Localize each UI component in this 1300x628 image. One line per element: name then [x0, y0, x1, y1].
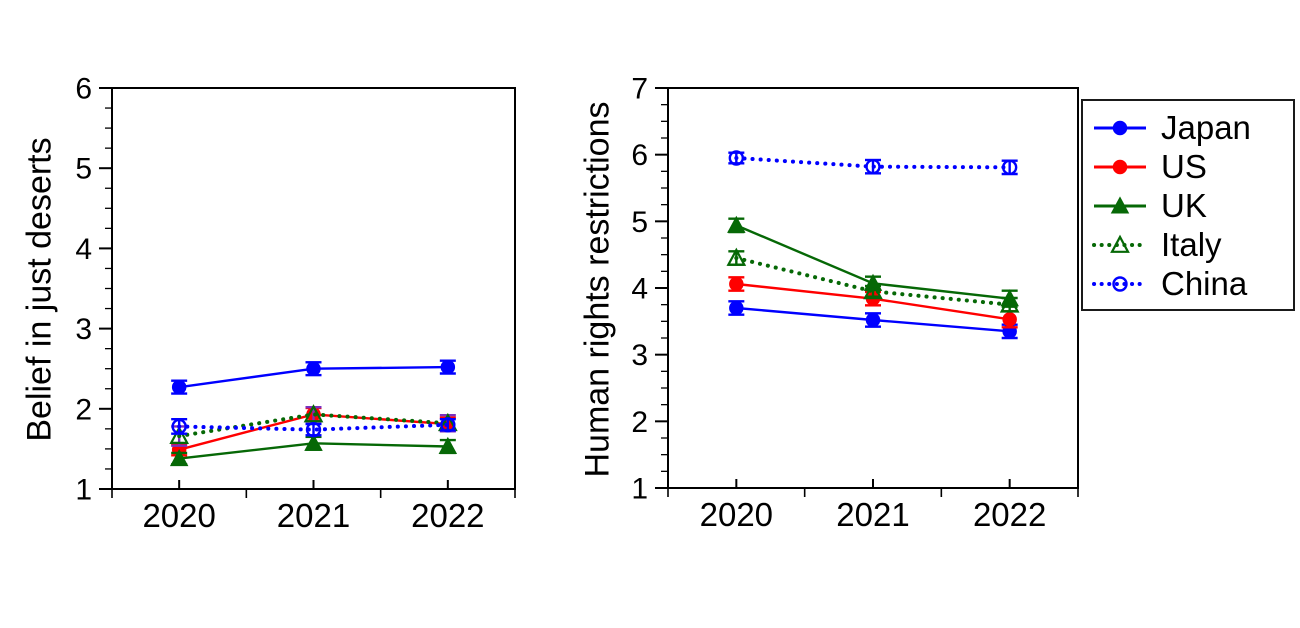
- chart-left: 1 2 3 4 5 6 2020 2021 2022: [75, 73, 516, 534]
- series-line: [177, 412, 450, 439]
- series-italy: [726, 247, 1020, 313]
- x-tick-label: 2020: [700, 496, 773, 533]
- legend-item-italy: Italy: [1083, 225, 1293, 264]
- series-line: [734, 256, 1012, 307]
- data-point-marker: [169, 425, 190, 444]
- data-point-marker: [726, 247, 747, 266]
- data-point-marker: [305, 421, 322, 438]
- y-tick-label: 4: [75, 233, 92, 266]
- y-tick-label: 4: [631, 273, 648, 306]
- y-axis-label-right: Human rights restrictions: [578, 101, 617, 478]
- data-point-marker: [171, 379, 187, 395]
- data-point-marker: [1001, 159, 1018, 176]
- y-tick-label: 6: [75, 73, 92, 106]
- y-tick-label: 2: [631, 406, 648, 439]
- data-point-marker: [727, 215, 746, 233]
- data-point-marker: [729, 276, 744, 292]
- y-tick-label: 6: [631, 139, 648, 172]
- circle-marker-icon: [1112, 120, 1128, 135]
- data-point-marker: [169, 448, 189, 467]
- y-tick-label: 3: [631, 339, 648, 372]
- legend-label: China: [1161, 265, 1248, 302]
- data-point-marker: [438, 436, 458, 455]
- y-tick-label: 1: [75, 474, 92, 507]
- circle-marker-icon: [1112, 159, 1128, 174]
- x-tick-label: 2021: [277, 497, 350, 534]
- data-point-marker: [304, 433, 323, 451]
- y-tick-label: 5: [631, 206, 648, 239]
- legend-item-japan: Japan: [1083, 108, 1293, 147]
- triangle-marker-icon: [1110, 195, 1130, 214]
- legend-sample-japan: [1094, 120, 1146, 135]
- legend-label: Japan: [1161, 109, 1251, 146]
- data-point-marker: [171, 418, 187, 435]
- y-tick-label: 3: [75, 313, 92, 346]
- x-tick-label: 2022: [973, 496, 1046, 533]
- y-tick-label: 1: [631, 473, 648, 506]
- x-tick-label: 2021: [836, 496, 909, 533]
- data-point-marker: [306, 361, 321, 376]
- legend-label: US: [1161, 148, 1207, 185]
- legend-item-us: US: [1083, 147, 1293, 186]
- legend-sample-italy: [1092, 234, 1148, 253]
- data-point-marker: [729, 300, 744, 316]
- legend-label: UK: [1161, 187, 1207, 224]
- series-china: [171, 417, 456, 438]
- chart-right: 1 2 3 4 5 6 7 2020 2021 2022: [631, 73, 1079, 533]
- circle-marker-icon: [1112, 275, 1128, 292]
- legend-sample-us: [1094, 159, 1146, 174]
- legend-sample-uk: [1094, 195, 1146, 214]
- series-china: [728, 150, 1018, 176]
- x-tick-label: 2020: [142, 497, 215, 534]
- x-tick-label: 2022: [411, 497, 484, 534]
- data-point-marker: [303, 404, 324, 423]
- data-point-marker: [999, 294, 1020, 313]
- y-tick-label: 7: [631, 73, 648, 106]
- data-point-marker: [1002, 312, 1017, 327]
- series-line: [734, 156, 1012, 170]
- data-point-marker: [440, 359, 456, 375]
- data-point-marker: [865, 312, 881, 328]
- series-japan: [171, 359, 456, 395]
- y-tick-label: 5: [75, 153, 92, 186]
- data-point-marker: [865, 158, 881, 175]
- legend-item-china: China: [1083, 264, 1293, 303]
- triangle-marker-icon: [1110, 234, 1130, 253]
- data-point-marker: [728, 150, 745, 166]
- data-point-marker: [440, 417, 456, 433]
- y-axis-label-left: Belief in just deserts: [20, 137, 59, 442]
- legend-label: Italy: [1161, 226, 1222, 263]
- legend: Japan US UK Italy China: [1081, 99, 1295, 311]
- legend-sample-china: [1092, 275, 1148, 292]
- y-tick-label: 2: [75, 393, 92, 426]
- series-uk: [169, 433, 458, 467]
- legend-item-uk: UK: [1083, 186, 1293, 225]
- data-point-marker: [863, 281, 883, 300]
